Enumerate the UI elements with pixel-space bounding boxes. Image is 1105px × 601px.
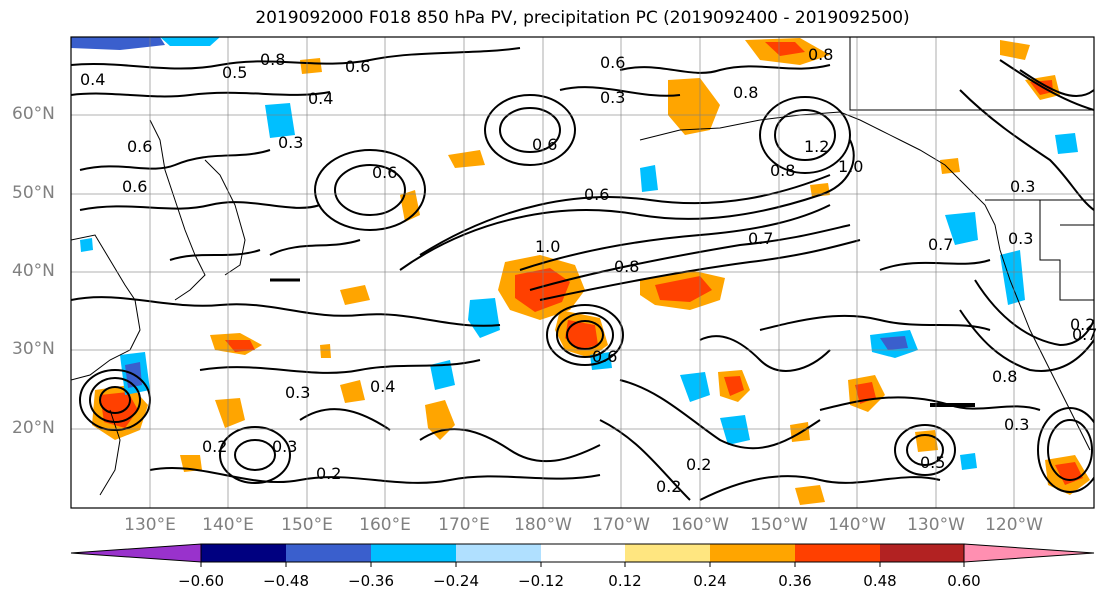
contour-label: 0.7 (928, 235, 953, 254)
lon-label: 150°W (750, 515, 808, 535)
lon-label: 130°W (907, 515, 965, 535)
colorbar-segment (541, 544, 625, 562)
contour-label: 1.0 (535, 237, 560, 256)
colorbar-extend-high (963, 543, 1095, 563)
contour-label: 0.5 (222, 63, 247, 82)
colorbar-segment (286, 544, 371, 562)
lon-label: 150°E (281, 515, 333, 535)
contour-label: 0.3 (285, 383, 310, 402)
contour-label: 0.3 (278, 133, 303, 152)
lon-label: 140°E (202, 515, 254, 535)
contour-label: 0.8 (260, 50, 285, 69)
colorbar-frame (200, 543, 965, 563)
contour-label: 0.3 (1004, 415, 1029, 434)
contour-label: 0.6 (122, 177, 147, 196)
contour-label: 0.6 (345, 57, 370, 76)
contour-label: 0.7 (1072, 325, 1097, 344)
colorbar-segment (710, 544, 795, 562)
contour-label: 1.2 (804, 137, 829, 156)
colorbar-segment (456, 544, 541, 562)
colorbar-segment (201, 544, 286, 562)
lat-label: 20°N (12, 418, 55, 438)
lon-label: 140°W (828, 515, 886, 535)
contour-label: 0.6 (592, 347, 617, 366)
contour-label: 0.2 (656, 477, 681, 496)
colorbar-tick-label: 0.48 (863, 572, 897, 590)
contour-label: 0.2 (1070, 315, 1095, 334)
lon-label: 130°E (124, 515, 176, 535)
colorbar-segment (880, 544, 964, 562)
contour-label: 0.6 (532, 135, 557, 154)
contour-label: 0.2 (202, 437, 227, 456)
lon-label: 160°E (359, 515, 411, 535)
contour-label: 0.6 (372, 163, 397, 182)
contour-label: 0.2 (316, 464, 341, 483)
contour-label: 1.0 (838, 157, 863, 176)
contour-label: 0.8 (770, 161, 795, 180)
contour-label: 0.8 (733, 83, 758, 102)
contour-label: 0.5 (920, 453, 945, 472)
colorbar-tick-label: 0.24 (693, 572, 727, 590)
contour-label: 0.8 (992, 367, 1017, 386)
contour-label: 0.3 (1008, 229, 1033, 248)
contour-label: 0.4 (370, 377, 395, 396)
lat-label: 50°N (12, 183, 55, 203)
map-title: 2019092000 F018 850 hPa PV, precipitatio… (255, 8, 910, 28)
precip-negative-shading (71, 37, 1078, 470)
colorbar-tick-label: −0.24 (433, 572, 479, 590)
lat-label: 60°N (12, 104, 55, 124)
colorbar-tick-label: 0.60 (947, 572, 981, 590)
colorbar-extend-low (70, 543, 202, 563)
colorbar-tick-label: −0.48 (263, 572, 309, 590)
contour-label: 0.7 (748, 229, 773, 248)
lon-label: 170°W (592, 515, 650, 535)
lon-label: 120°W (985, 515, 1043, 535)
lat-label: 30°N (12, 339, 55, 359)
colorbar-tick-label: 0.12 (608, 572, 642, 590)
map-frame (70, 36, 1095, 509)
contour-label: 0.6 (584, 185, 609, 204)
colorbar-segment (795, 544, 880, 562)
colorbar-tick-label: −0.60 (178, 572, 224, 590)
colorbar-tick-label: −0.36 (348, 572, 394, 590)
contour-label: 0.3 (600, 88, 625, 107)
contour-label: 0.8 (808, 45, 833, 64)
contour-label: 0.8 (614, 257, 639, 276)
graticule (71, 37, 1094, 508)
colorbar-tick-label: 0.36 (778, 572, 812, 590)
contour-label: 0.3 (1010, 177, 1035, 196)
contour-label: 0.2 (686, 455, 711, 474)
lat-label: 40°N (12, 261, 55, 281)
contour-label: 0.4 (80, 70, 105, 89)
contour-label: 0.6 (600, 53, 625, 72)
colorbar-segment (371, 544, 456, 562)
contour-label: 0.3 (272, 437, 297, 456)
contour-label: 0.4 (308, 89, 333, 108)
contour-label: 0.6 (127, 137, 152, 156)
lon-label: 180°W (514, 515, 572, 535)
coastlines (71, 37, 1094, 496)
lon-label: 160°W (671, 515, 729, 535)
colorbar-tick-label: −0.12 (518, 572, 564, 590)
colorbar-segment (625, 544, 710, 562)
lon-label: 170°E (438, 515, 490, 535)
colorbar (70, 543, 1095, 567)
